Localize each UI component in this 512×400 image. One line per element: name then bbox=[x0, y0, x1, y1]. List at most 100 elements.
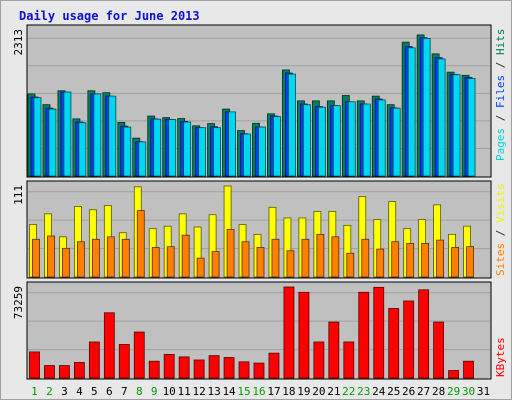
legend-entry: Sites bbox=[494, 243, 507, 276]
bar-kbytes-day-19 bbox=[298, 291, 310, 379]
y-max-label: 111 bbox=[12, 185, 25, 205]
x-tick-label: 10 bbox=[163, 385, 176, 398]
bar-sites-day-30 bbox=[466, 246, 474, 278]
x-tick-label: 20 bbox=[312, 385, 325, 398]
panel-pages-files-hits: 2313 Pages / Files / Hits bbox=[12, 24, 507, 178]
bar-pages-day-15 bbox=[243, 133, 251, 177]
bar-kbytes-day-3 bbox=[59, 365, 70, 379]
legend: Sites / Visits bbox=[494, 183, 507, 276]
x-tick-label: 4 bbox=[76, 385, 83, 398]
bar-kbytes-day-6 bbox=[103, 312, 115, 379]
x-tick-label: 14 bbox=[222, 385, 236, 398]
bar-sites-day-19 bbox=[301, 238, 310, 278]
legend-entry: Visits bbox=[494, 183, 507, 223]
x-tick-label: 22 bbox=[342, 385, 355, 398]
x-tick-label: 15 bbox=[237, 385, 250, 398]
bar-pages-day-29 bbox=[452, 74, 461, 177]
legend-entry: KBytes bbox=[494, 337, 507, 377]
bar-sites-day-1 bbox=[32, 238, 40, 278]
bar-kbytes-day-5 bbox=[88, 341, 100, 379]
bar-pages-day-20 bbox=[317, 106, 326, 177]
bar-kbytes-day-13 bbox=[208, 355, 220, 379]
bar-kbytes-day-16 bbox=[253, 362, 265, 379]
bar-pages-day-13 bbox=[213, 127, 221, 177]
bar-kbytes-day-7 bbox=[118, 344, 130, 379]
x-tick-label: 19 bbox=[297, 385, 310, 398]
y-max-label: 73259 bbox=[12, 286, 25, 319]
bar-sites-day-20 bbox=[316, 233, 325, 278]
bar-sites-day-10 bbox=[166, 246, 175, 278]
bar-sites-day-24 bbox=[376, 248, 385, 278]
x-tick-label: 18 bbox=[282, 385, 295, 398]
legend-entry: Hits bbox=[494, 29, 507, 56]
bar-pages-day-27 bbox=[422, 37, 431, 177]
x-tick-label: 9 bbox=[151, 385, 158, 398]
bar-pages-day-11 bbox=[183, 121, 192, 177]
bar-kbytes-day-4 bbox=[73, 362, 85, 379]
bar-kbytes-day-1 bbox=[29, 351, 40, 379]
x-tick-label: 5 bbox=[91, 385, 98, 398]
bar-pages-day-5 bbox=[93, 93, 102, 177]
x-tick-label: 7 bbox=[121, 385, 128, 398]
bar-kbytes-day-8 bbox=[133, 331, 145, 379]
x-tick-label: 6 bbox=[106, 385, 113, 398]
bar-sites-day-8 bbox=[136, 210, 145, 278]
bar-kbytes-day-23 bbox=[358, 291, 370, 379]
bar-kbytes-day-24 bbox=[373, 286, 385, 379]
bar-kbytes-day-11 bbox=[178, 356, 190, 379]
legend-entry: / bbox=[494, 108, 507, 128]
bar-kbytes-day-26 bbox=[403, 300, 415, 379]
bar-pages-day-19 bbox=[303, 104, 311, 177]
series-pages bbox=[33, 37, 476, 177]
series-sites bbox=[32, 210, 474, 278]
legend-entry: / bbox=[494, 223, 507, 243]
bar-pages-day-9 bbox=[153, 118, 162, 177]
x-tick-label: 17 bbox=[267, 385, 280, 398]
bar-sites-day-2 bbox=[47, 235, 55, 278]
bar-kbytes-day-28 bbox=[433, 321, 445, 379]
bar-pages-day-4 bbox=[78, 122, 87, 177]
legend-entry: Pages bbox=[494, 128, 507, 161]
chart-title: Daily usage for June 2013 bbox=[19, 9, 200, 23]
legend: KBytes bbox=[494, 337, 507, 377]
bar-sites-day-28 bbox=[436, 239, 445, 278]
bar-pages-day-17 bbox=[273, 116, 281, 177]
bar-pages-day-25 bbox=[392, 107, 401, 177]
bar-sites-day-22 bbox=[346, 252, 355, 278]
bar-sites-day-9 bbox=[151, 247, 160, 278]
bar-sites-day-6 bbox=[106, 236, 115, 278]
bar-sites-day-14 bbox=[226, 229, 235, 278]
bar-pages-day-22 bbox=[347, 101, 356, 177]
bar-pages-day-6 bbox=[108, 95, 117, 177]
panel-visits-sites: 111 Sites / Visits bbox=[12, 180, 507, 279]
series-kbytes bbox=[29, 286, 474, 379]
bar-sites-day-25 bbox=[391, 241, 400, 278]
x-tick-label: 21 bbox=[327, 385, 340, 398]
bar-kbytes-day-22 bbox=[343, 341, 355, 379]
bar-sites-day-3 bbox=[62, 247, 70, 278]
bar-pages-day-8 bbox=[138, 141, 147, 177]
bar-pages-day-12 bbox=[198, 127, 207, 177]
bar-sites-day-12 bbox=[196, 257, 205, 278]
bar-pages-day-14 bbox=[228, 111, 236, 177]
x-tick-label: 1 bbox=[31, 385, 38, 398]
bar-sites-day-5 bbox=[91, 238, 100, 278]
x-tick-label: 31 bbox=[477, 385, 490, 398]
bar-kbytes-day-17 bbox=[268, 352, 280, 379]
bar-sites-day-4 bbox=[76, 241, 85, 278]
bar-sites-day-13 bbox=[211, 251, 220, 278]
bar-kbytes-day-14 bbox=[223, 357, 235, 379]
bar-sites-day-18 bbox=[286, 250, 295, 278]
bar-kbytes-day-21 bbox=[328, 321, 340, 379]
bar-pages-day-18 bbox=[288, 73, 296, 177]
bar-sites-day-29 bbox=[451, 247, 459, 278]
bar-kbytes-day-9 bbox=[148, 360, 160, 379]
x-tick-label: 8 bbox=[136, 385, 143, 398]
x-tick-label: 25 bbox=[387, 385, 400, 398]
y-max-label: 2313 bbox=[12, 29, 25, 56]
x-tick-label: 23 bbox=[357, 385, 370, 398]
x-tick-label: 12 bbox=[193, 385, 206, 398]
bar-pages-day-26 bbox=[407, 47, 416, 177]
